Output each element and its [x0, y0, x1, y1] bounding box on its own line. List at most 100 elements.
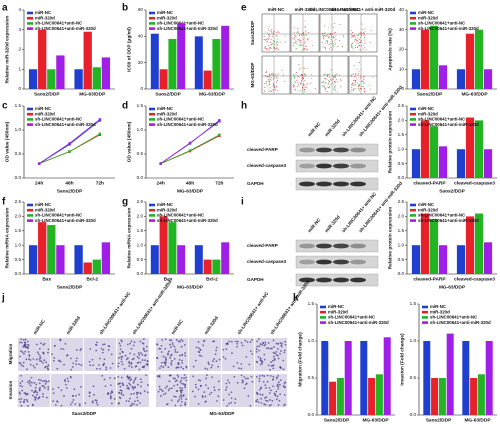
flow-dot [268, 81, 270, 83]
cell [144, 354, 147, 356]
flow-dot [304, 89, 306, 91]
flow-dot [357, 40, 359, 42]
flow-dot [294, 38, 296, 40]
cell [255, 376, 258, 378]
cell [268, 404, 271, 407]
legend-swatch [27, 118, 33, 121]
y-tick-label: 0.0 [15, 175, 22, 180]
flow-dot [323, 35, 325, 37]
cell [38, 378, 40, 381]
cell [255, 400, 258, 403]
flow-column-label: sh-LINC00641+ anti-miR-320d [331, 7, 396, 12]
legend-swatch [149, 118, 155, 121]
legend-label: miR-320d [35, 207, 55, 212]
y-tick-label: 1 [18, 66, 21, 71]
cell [136, 383, 139, 386]
cell [47, 364, 50, 367]
cell [180, 345, 183, 348]
bar [336, 378, 344, 415]
flow-dot [275, 73, 277, 75]
cell [34, 399, 37, 401]
cell [181, 362, 184, 364]
flow-dot [277, 90, 278, 92]
flow-dot [351, 83, 353, 85]
cell [182, 394, 185, 396]
cell [129, 383, 132, 386]
cell [236, 342, 239, 345]
marker [218, 133, 221, 136]
flow-dot [268, 45, 270, 46]
flow-dot [330, 79, 331, 81]
flow-dot [293, 75, 295, 77]
legend-label: miR-320d [35, 111, 55, 116]
cell [120, 393, 123, 396]
flow-dot [303, 73, 305, 75]
cell [269, 399, 271, 401]
cell [88, 360, 91, 363]
legend-label: sh-LINC00641+anti-miR-320d [418, 26, 479, 31]
legend-label: sh-LINC00641+anti-NC [328, 315, 376, 320]
flow-dot [276, 35, 278, 37]
cell [136, 393, 139, 396]
flow-dot [363, 82, 365, 84]
cell [277, 347, 279, 350]
flow-dot [265, 48, 267, 50]
panel-label: a [2, 3, 8, 14]
cell [259, 343, 262, 345]
cell [89, 364, 92, 367]
x-tick-label: 72h [96, 180, 104, 186]
flow-dot [293, 77, 295, 79]
flow-dot [273, 30, 275, 32]
cell [183, 344, 186, 346]
cell [35, 363, 38, 366]
cell [277, 374, 280, 377]
legend-label: miR-320d [418, 15, 438, 20]
y-tick-label: 1.0 [308, 338, 315, 343]
cell [180, 391, 183, 394]
x-tick-label: Saos2/DDP [155, 91, 181, 97]
cell [139, 361, 142, 364]
cell [56, 400, 59, 403]
legend-swatch [410, 16, 416, 20]
flow-dot [354, 76, 356, 78]
y-tick-label: 1.0 [398, 242, 405, 247]
flow-dot [304, 46, 306, 48]
blot-band [350, 163, 366, 169]
cell [158, 347, 161, 350]
cell [20, 397, 23, 400]
flow-dot [329, 85, 330, 87]
flow-row-label: Saos2/DDP [250, 21, 255, 46]
panel-label: h [241, 101, 247, 112]
transwell-column-label: miR-NC [170, 318, 184, 335]
cell [75, 359, 78, 362]
cell [29, 359, 32, 361]
legend-label: miR-NC [35, 202, 52, 207]
legend-swatch [422, 321, 428, 324]
cell [29, 380, 32, 383]
y-tick-label: 0.5 [398, 161, 405, 166]
flow-dot [301, 91, 303, 93]
cell [78, 404, 81, 407]
cell [92, 364, 95, 367]
legend-label: sh-LINC00641+anti-miR-320d [157, 26, 218, 31]
legend-swatch [149, 27, 155, 30]
flow-dot [337, 81, 339, 83]
cell [36, 391, 39, 394]
cell [168, 387, 171, 390]
bar [321, 341, 329, 415]
cell [225, 348, 228, 350]
cell [264, 341, 267, 344]
flow-dot [272, 83, 274, 85]
cell [84, 402, 87, 405]
flow-dot [272, 33, 274, 35]
cell [128, 376, 131, 379]
cell [261, 374, 264, 377]
legend-label: sh-LINC00641+anti-NC [35, 21, 83, 26]
flow-dot [356, 78, 358, 80]
bar [465, 216, 475, 274]
cell [53, 357, 56, 359]
flow-dot [354, 46, 356, 48]
flow-dot [332, 44, 334, 46]
cell [122, 384, 125, 387]
flow-dot [351, 32, 353, 33]
